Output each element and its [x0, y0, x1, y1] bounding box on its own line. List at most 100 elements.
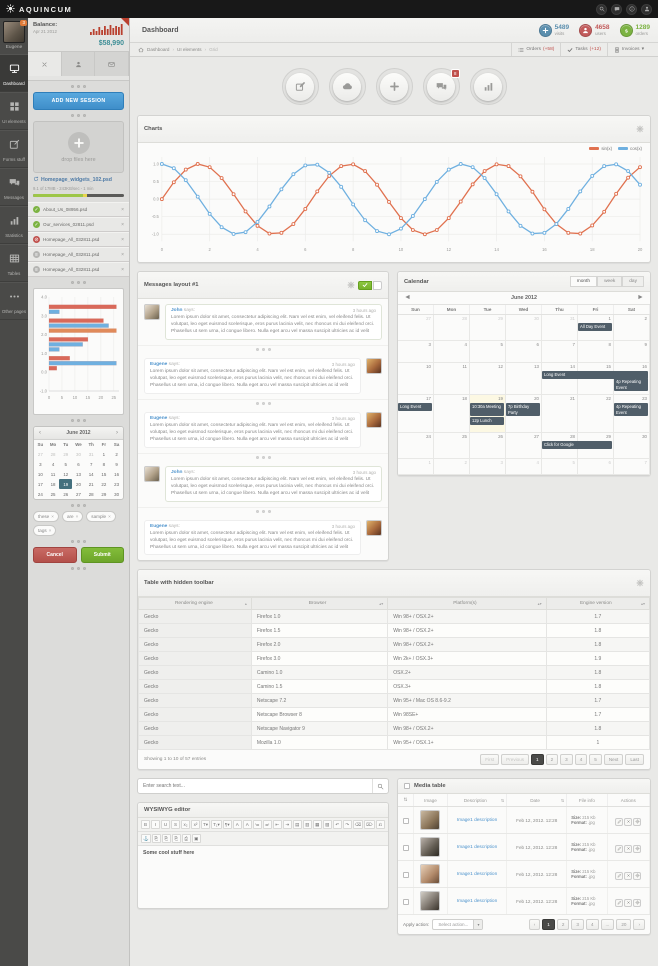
quick-action-chat2-button[interactable]: 8: [422, 68, 460, 105]
table-row[interactable]: Gecko Netscape 7.2 Win 95+ / Mac OS 8.6-9.…: [138, 693, 651, 709]
mini-cal-day[interactable]: 30: [76, 451, 81, 457]
calendar-day-cell[interactable]: 20: [506, 395, 542, 433]
calendar-day-cell[interactable]: 12: [470, 363, 506, 395]
calendar-day-cell[interactable]: 9: [614, 341, 650, 363]
mini-cal-day[interactable]: 24: [37, 491, 43, 497]
toggle-on-button[interactable]: [358, 280, 372, 290]
remove-file-button[interactable]: ×: [121, 206, 124, 213]
editor-tool-button[interactable]: ▥: [302, 820, 312, 830]
calendar-day-cell[interactable]: 21: [542, 395, 578, 433]
calendar-event[interactable]: All Day Event: [578, 323, 612, 331]
calendar-day-cell[interactable]: 5: [470, 341, 506, 363]
calendar-day-cell[interactable]: 29: [578, 433, 614, 459]
sidebar-item-dashboard[interactable]: Dashboard: [0, 54, 28, 92]
message-author[interactable]: John says:: [171, 469, 195, 475]
editor-tool-button[interactable]: ⇥: [282, 820, 292, 830]
calendar-day-cell[interactable]: 14: [542, 363, 578, 395]
header-tab-orders[interactable]: Orders (+58): [511, 43, 560, 56]
mini-cal-day[interactable]: 12: [63, 471, 69, 477]
select-all-checkbox[interactable]: [404, 783, 410, 790]
topbar-chat-button[interactable]: [611, 3, 622, 15]
column-header[interactable]: Browser ▴▾: [250, 597, 389, 611]
table-row[interactable]: Gecko Camino 1.5 OSX.3+ 1.8: [138, 679, 651, 695]
calendar-day-cell[interactable]: 10: [398, 363, 434, 395]
table-row[interactable]: Gecko Firefox 2.0 Win 98+ / OSX.2+ 1.8: [138, 637, 651, 653]
page-button[interactable]: 3: [560, 754, 573, 766]
calendar-event[interactable]: 4p Repeating Event: [614, 378, 648, 392]
calendar-day-cell[interactable]: 7: [542, 341, 578, 363]
page-button[interactable]: 20: [616, 919, 632, 931]
editor-tool-button[interactable]: ▣: [191, 834, 201, 844]
calendar-day-cell[interactable]: 24: [398, 433, 434, 459]
sidebar-item-messages[interactable]: Messages: [0, 168, 28, 206]
mini-cal-day[interactable]: 3: [39, 461, 42, 467]
page-button[interactable]: 1: [531, 754, 544, 766]
calendar-event[interactable]: 7p Birthday Party: [506, 403, 540, 417]
table-row[interactable]: Gecko Camino 1.0 OSX.2+ 1.8: [138, 665, 651, 681]
editor-tool-button[interactable]: ▧: [322, 820, 332, 830]
remove-file-button[interactable]: ×: [121, 236, 124, 243]
page-button[interactable]: Last: [625, 754, 644, 766]
action-select[interactable]: Select action... ▾: [432, 919, 484, 931]
settings-button[interactable]: [633, 844, 642, 853]
thumbnail-image[interactable]: [420, 837, 441, 858]
mini-cal-day[interactable]: 29: [101, 491, 107, 497]
row-checkbox[interactable]: [402, 818, 409, 825]
page-button[interactable]: ›: [633, 919, 645, 931]
editor-tool-button[interactable]: A: [242, 820, 252, 830]
mini-cal-day[interactable]: 22: [101, 481, 107, 487]
tag-chip[interactable]: these ×: [33, 511, 59, 522]
remove-file-button[interactable]: ×: [121, 251, 124, 258]
mini-cal-day[interactable]: 29: [63, 451, 69, 457]
editor-tool-button[interactable]: ⎘: [171, 834, 181, 844]
editor-tool-button[interactable]: ⎙: [181, 834, 191, 844]
submit-button[interactable]: Submit: [80, 547, 124, 563]
calendar-view-day[interactable]: day: [622, 276, 644, 288]
calendar-day-cell[interactable]: 30: [614, 433, 650, 459]
settings-button[interactable]: [633, 898, 642, 907]
header-tab-invoices[interactable]: Invoices ▾: [606, 43, 650, 56]
calendar-day-cell[interactable]: 27: [506, 433, 542, 459]
editor-tool-button[interactable]: S: [171, 820, 180, 830]
remove-file-button[interactable]: ×: [121, 266, 124, 273]
column-header[interactable]: Date ⇅: [506, 794, 568, 808]
file-list-item[interactable]: ⊘ Homepage_All_032811.psd ×: [28, 232, 129, 247]
mini-tab-user[interactable]: [61, 52, 96, 76]
quick-action-stats-button[interactable]: [469, 68, 507, 105]
sidebar-item-tables[interactable]: Tables: [0, 244, 28, 282]
message-author[interactable]: Eugene says:: [150, 362, 180, 368]
search-button[interactable]: [372, 779, 388, 794]
mini-cal-day[interactable]: 7: [89, 461, 93, 467]
edit-button[interactable]: [615, 898, 624, 907]
editor-tool-button[interactable]: I: [151, 820, 160, 830]
toggle-off-button[interactable]: [373, 280, 382, 290]
mini-cal-day[interactable]: 17: [37, 481, 43, 487]
column-header[interactable]: Platform(s) ▴▾: [387, 597, 547, 611]
topbar-info-button[interactable]: [626, 3, 637, 15]
mini-cal-day[interactable]: 27: [37, 451, 43, 457]
calendar-event[interactable]: 4p Repeating Event: [614, 403, 648, 417]
mini-tab-close[interactable]: [28, 52, 62, 76]
calendar-event[interactable]: 10:30a Meeting: [470, 403, 504, 417]
mini-cal-day[interactable]: 21: [88, 481, 94, 487]
row-checkbox[interactable]: [402, 872, 409, 879]
calendar-day-cell[interactable]: 6: [578, 459, 614, 475]
gear-icon[interactable]: [636, 120, 644, 138]
mini-cal-day[interactable]: 16: [114, 471, 120, 477]
breadcrumb-item[interactable]: Dashboard: [147, 47, 170, 52]
mini-cal-day[interactable]: 4: [51, 461, 55, 467]
mini-cal-day[interactable]: 11: [50, 471, 56, 477]
add-new-session-button[interactable]: ADD NEW SESSION: [33, 92, 124, 110]
mini-cal-day[interactable]: 15: [101, 471, 107, 477]
header-tab-tasks[interactable]: Tasks (+12): [560, 43, 607, 56]
mini-cal-day[interactable]: 25: [50, 491, 56, 497]
editor-tool-button[interactable]: T₁▾: [211, 820, 222, 830]
page-button[interactable]: 4: [574, 754, 588, 766]
breadcrumb-item[interactable]: Grid: [209, 47, 218, 52]
message-author[interactable]: John says:: [171, 308, 195, 314]
remove-tag-button[interactable]: ×: [108, 514, 111, 519]
calendar-event[interactable]: Click for Google: [542, 441, 612, 449]
editor-tool-button[interactable]: U: [161, 820, 170, 830]
calendar-day-cell[interactable]: 25: [434, 433, 470, 459]
mini-cal-day[interactable]: 28: [50, 451, 56, 457]
